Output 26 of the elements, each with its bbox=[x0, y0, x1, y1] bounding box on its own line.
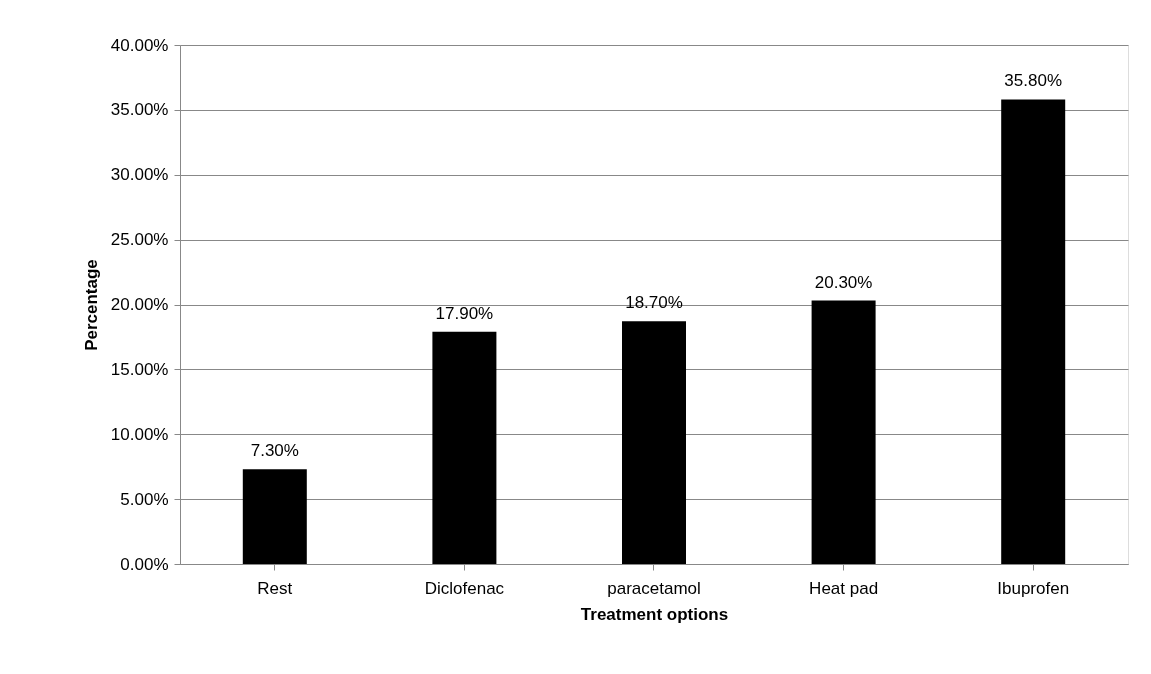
bar bbox=[622, 321, 686, 564]
y-tick-label: 15.00% bbox=[110, 359, 169, 379]
x-axis-title: Treatment options bbox=[580, 604, 729, 624]
data-label: 7.30% bbox=[250, 441, 299, 461]
data-label: 20.30% bbox=[814, 272, 873, 292]
x-tick-label: Rest bbox=[257, 578, 293, 598]
data-label: 17.90% bbox=[435, 303, 494, 323]
data-label: 18.70% bbox=[625, 293, 683, 313]
bar bbox=[1001, 99, 1066, 564]
y-tick-label: 30.00% bbox=[110, 165, 169, 185]
bar bbox=[432, 331, 497, 564]
bar bbox=[242, 469, 307, 564]
y-tick-label: 20.00% bbox=[110, 295, 169, 314]
x-tick-label: Ibuprofen bbox=[997, 578, 1070, 598]
y-axis-title: Percentage bbox=[81, 259, 101, 351]
y-tick-label: 40.00% bbox=[110, 35, 169, 55]
y-tick-label: 25.00% bbox=[110, 230, 169, 250]
x-tick-label: Diclofenac bbox=[424, 578, 505, 598]
y-tick-label: 5.00% bbox=[120, 489, 169, 509]
y-tick-label: 35.00% bbox=[110, 100, 169, 120]
data-label: 35.80% bbox=[1004, 71, 1063, 91]
x-tick-label: Heat pad bbox=[809, 578, 879, 598]
y-tick-label: 10.00% bbox=[110, 424, 169, 444]
y-tick-label: 0.00% bbox=[120, 554, 169, 574]
bar bbox=[811, 300, 876, 564]
x-tick-label: paracetamol bbox=[607, 578, 701, 598]
